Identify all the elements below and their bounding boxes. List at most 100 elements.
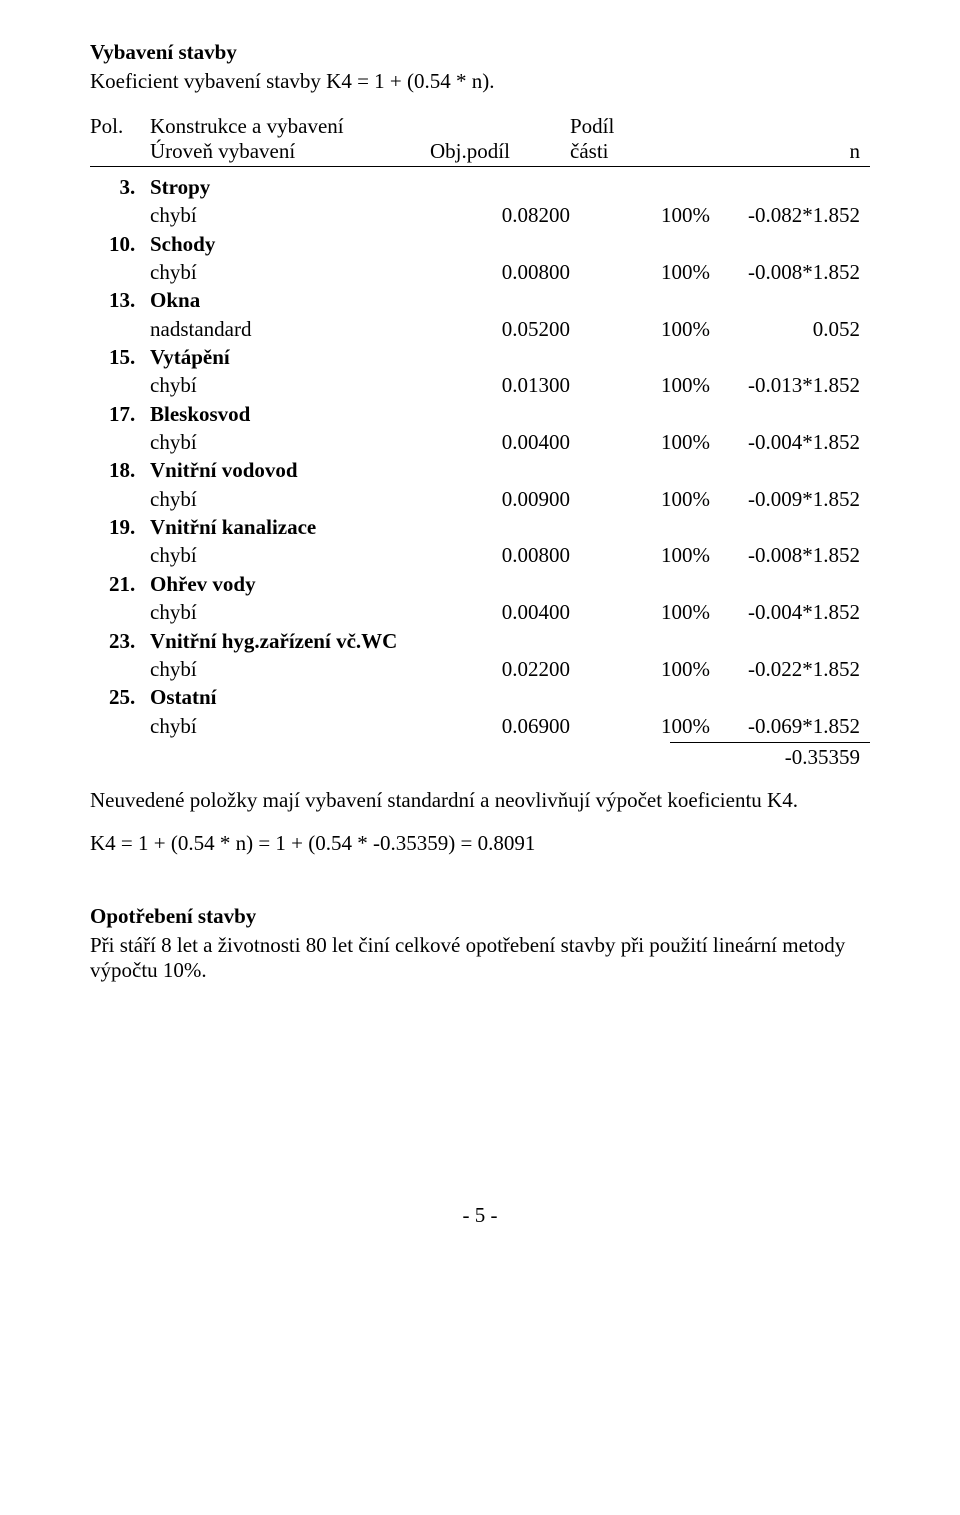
header-objpodil: Obj.podíl [430,139,570,164]
row-state: chybí [150,655,430,683]
table-row: 15.Vytápění [90,343,870,371]
row-name: Vytápění [150,343,430,371]
row-dot: . [130,400,150,428]
table-row: chybí0.02200100%-0.022*1.852 [90,655,870,683]
table-row: 18.Vnitřní vodovod [90,456,870,484]
row-empty [130,371,150,399]
row-name: Ohřev vody [150,570,430,598]
row-name: Stropy [150,173,430,201]
table-row: 21.Ohřev vody [90,570,870,598]
row-empty [90,371,130,399]
row-state: chybí [150,598,430,626]
row-number: 15 [90,343,130,371]
row-obj-podil: 0.00900 [430,485,570,513]
row-number: 10 [90,230,130,258]
row-podil-casti: 100% [570,258,710,286]
row-name: Vnitřní kanalizace [150,513,430,541]
row-number: 18 [90,456,130,484]
row-podil-casti: 100% [570,485,710,513]
row-number: 17 [90,400,130,428]
row-podil-casti: 100% [570,598,710,626]
row-n-value: -0.008*1.852 [710,541,870,569]
row-name: Vnitřní vodovod [150,456,430,484]
row-dot: . [130,513,150,541]
row-name: Schody [150,230,430,258]
header-n: n [710,139,870,164]
table-header-row-2: Úroveň vybavení Obj.podíl části n [90,139,870,164]
table-row: chybí0.00800100%-0.008*1.852 [90,541,870,569]
table-row: 10.Schody [90,230,870,258]
row-podil-casti: 100% [570,371,710,399]
row-name: Bleskosvod [150,400,430,428]
row-dot: . [130,343,150,371]
row-obj-podil: 0.02200 [430,655,570,683]
row-empty [90,541,130,569]
row-dot: . [130,173,150,201]
row-obj-podil: 0.06900 [430,712,570,740]
row-empty [130,712,150,740]
paragraph-neuvedene: Neuvedené položky mají vybavení standard… [90,788,870,813]
table-header-row-1: Pol. Konstrukce a vybavení Podíl [90,114,870,139]
row-number: 19 [90,513,130,541]
row-dot: . [130,683,150,711]
table-row: chybí0.08200100%-0.082*1.852 [90,201,870,229]
row-empty [90,315,130,343]
row-n-value: -0.022*1.852 [710,655,870,683]
row-dot: . [130,627,150,655]
row-dot: . [130,570,150,598]
total-n-value: -0.35359 [660,745,870,770]
table-row: chybí0.01300100%-0.013*1.852 [90,371,870,399]
row-n-value: -0.004*1.852 [710,428,870,456]
header-empty1 [430,114,570,139]
row-empty [130,541,150,569]
row-podil-casti: 100% [570,655,710,683]
row-name: Ostatní [150,683,430,711]
row-empty [130,598,150,626]
row-obj-podil: 0.00400 [430,428,570,456]
row-name: Vnitřní hyg.zařízení vč.WC [150,627,430,655]
row-n-value: -0.082*1.852 [710,201,870,229]
row-state: chybí [150,712,430,740]
row-state: chybí [150,428,430,456]
row-n-value: -0.069*1.852 [710,712,870,740]
table-row: 17.Bleskosvod [90,400,870,428]
row-dot: . [130,286,150,314]
header-uroven: Úroveň vybavení [150,139,430,164]
table-row: 25.Ostatní [90,683,870,711]
total-row: -0.35359 [90,745,870,770]
table-row: chybí0.06900100%-0.069*1.852 [90,712,870,740]
heading-vybaveni-stavby: Vybavení stavby [90,40,870,65]
row-empty [130,258,150,286]
row-obj-podil: 0.00400 [430,598,570,626]
table-header-rule [90,166,870,167]
total-rule [670,742,870,743]
row-state: nadstandard [150,315,430,343]
row-dot: . [130,230,150,258]
row-n-value: -0.008*1.852 [710,258,870,286]
row-obj-podil: 0.00800 [430,258,570,286]
table-row: 23.Vnitřní hyg.zařízení vč.WC [90,627,870,655]
row-empty [130,315,150,343]
row-state: chybí [150,541,430,569]
table-row: chybí0.00800100%-0.008*1.852 [90,258,870,286]
page-number: - 5 - [90,1203,870,1228]
table-row: chybí0.00400100%-0.004*1.852 [90,428,870,456]
row-obj-podil: 0.05200 [430,315,570,343]
row-name: Okna [150,286,430,314]
table-row: 3.Stropy [90,173,870,201]
row-obj-podil: 0.01300 [430,371,570,399]
row-number: 21 [90,570,130,598]
row-empty [130,428,150,456]
row-number: 3 [90,173,130,201]
row-dot: . [130,456,150,484]
row-state: chybí [150,258,430,286]
row-obj-podil: 0.00800 [430,541,570,569]
row-podil-casti: 100% [570,201,710,229]
header-pol: Pol. [90,114,150,139]
row-podil-casti: 100% [570,315,710,343]
row-state: chybí [150,201,430,229]
table-row: chybí0.00900100%-0.009*1.852 [90,485,870,513]
row-n-value: -0.009*1.852 [710,485,870,513]
heading-opotrebeni: Opotřebení stavby [90,904,870,929]
header-podil: Podíl [570,114,710,139]
